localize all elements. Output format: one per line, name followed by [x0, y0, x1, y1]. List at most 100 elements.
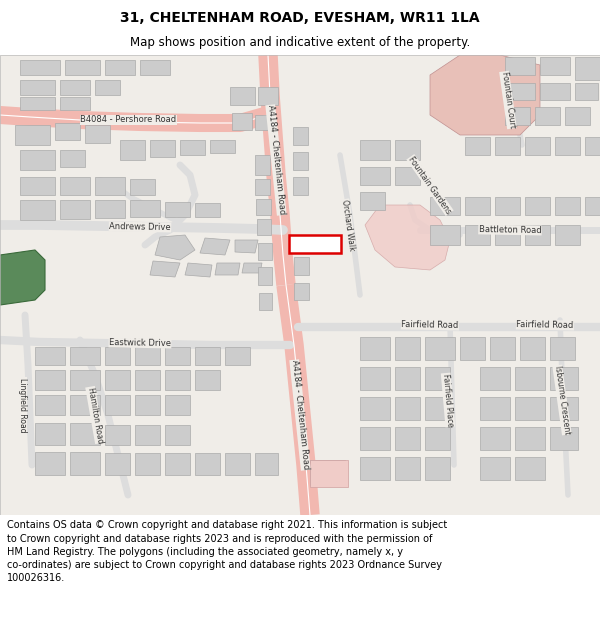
- Polygon shape: [130, 200, 160, 217]
- Polygon shape: [70, 395, 100, 415]
- Polygon shape: [85, 125, 110, 143]
- Polygon shape: [256, 199, 271, 215]
- Polygon shape: [155, 235, 195, 260]
- Polygon shape: [465, 225, 490, 245]
- Polygon shape: [259, 293, 272, 310]
- Text: Battleton Road: Battleton Road: [479, 225, 541, 235]
- Polygon shape: [425, 457, 450, 480]
- Polygon shape: [540, 57, 570, 75]
- Polygon shape: [255, 155, 270, 175]
- Polygon shape: [165, 395, 190, 415]
- Text: Isbourne Crescent: Isbourne Crescent: [553, 365, 571, 435]
- Text: Fairfield Place: Fairfield Place: [441, 373, 455, 427]
- Text: Eastwick Drive: Eastwick Drive: [109, 338, 171, 348]
- Polygon shape: [60, 177, 90, 195]
- Polygon shape: [130, 179, 155, 195]
- Polygon shape: [135, 395, 160, 415]
- Polygon shape: [425, 427, 450, 450]
- Text: Contains OS data © Crown copyright and database right 2021. This information is : Contains OS data © Crown copyright and d…: [7, 521, 448, 583]
- Polygon shape: [525, 137, 550, 155]
- Polygon shape: [395, 427, 420, 450]
- Polygon shape: [515, 397, 545, 420]
- Polygon shape: [520, 337, 545, 360]
- Polygon shape: [555, 197, 580, 215]
- Polygon shape: [165, 370, 190, 390]
- Polygon shape: [70, 423, 100, 445]
- Polygon shape: [180, 140, 205, 155]
- Polygon shape: [258, 87, 278, 105]
- Bar: [289, 235, 341, 253]
- Polygon shape: [495, 197, 520, 215]
- Polygon shape: [505, 107, 530, 125]
- Polygon shape: [505, 57, 535, 75]
- Polygon shape: [515, 367, 545, 390]
- Polygon shape: [135, 425, 160, 445]
- Polygon shape: [105, 60, 135, 75]
- Polygon shape: [465, 197, 490, 215]
- Polygon shape: [70, 370, 100, 390]
- Polygon shape: [15, 125, 50, 145]
- Polygon shape: [360, 427, 390, 450]
- Polygon shape: [395, 140, 420, 160]
- Text: Fairfield Road: Fairfield Road: [401, 320, 458, 330]
- Polygon shape: [255, 453, 278, 475]
- Polygon shape: [505, 83, 535, 100]
- Polygon shape: [135, 370, 160, 390]
- Polygon shape: [60, 97, 90, 110]
- Polygon shape: [360, 397, 390, 420]
- Polygon shape: [555, 225, 580, 245]
- Polygon shape: [425, 337, 455, 360]
- Polygon shape: [242, 263, 262, 273]
- Polygon shape: [20, 97, 55, 110]
- Polygon shape: [165, 347, 190, 365]
- Polygon shape: [35, 370, 65, 390]
- Polygon shape: [165, 425, 190, 445]
- Polygon shape: [395, 367, 420, 390]
- Polygon shape: [310, 460, 348, 487]
- Polygon shape: [135, 453, 160, 475]
- Polygon shape: [540, 83, 570, 100]
- Polygon shape: [490, 337, 515, 360]
- Polygon shape: [35, 452, 65, 475]
- Polygon shape: [550, 397, 578, 420]
- Polygon shape: [360, 140, 390, 160]
- Polygon shape: [95, 80, 120, 95]
- Polygon shape: [65, 60, 100, 75]
- Text: Fountain Court: Fountain Court: [500, 71, 517, 129]
- Polygon shape: [258, 267, 272, 285]
- Polygon shape: [430, 55, 540, 135]
- Polygon shape: [225, 453, 250, 475]
- Polygon shape: [310, 460, 345, 485]
- Polygon shape: [20, 150, 55, 170]
- Polygon shape: [60, 80, 90, 95]
- Polygon shape: [70, 452, 100, 475]
- Polygon shape: [495, 225, 520, 245]
- Polygon shape: [430, 225, 460, 245]
- Polygon shape: [550, 367, 578, 390]
- Polygon shape: [20, 80, 55, 95]
- Polygon shape: [35, 347, 65, 365]
- Polygon shape: [365, 205, 450, 270]
- Polygon shape: [360, 337, 390, 360]
- Polygon shape: [480, 397, 510, 420]
- Polygon shape: [195, 203, 220, 217]
- Polygon shape: [293, 177, 308, 195]
- Polygon shape: [294, 283, 309, 300]
- Polygon shape: [395, 457, 420, 480]
- Polygon shape: [425, 397, 450, 420]
- Polygon shape: [555, 137, 580, 155]
- Polygon shape: [425, 367, 450, 390]
- Polygon shape: [105, 395, 130, 415]
- Polygon shape: [20, 177, 55, 195]
- Polygon shape: [165, 202, 190, 217]
- Polygon shape: [395, 397, 420, 420]
- Polygon shape: [55, 123, 80, 140]
- Text: Map shows position and indicative extent of the property.: Map shows position and indicative extent…: [130, 36, 470, 49]
- Polygon shape: [195, 347, 220, 365]
- Polygon shape: [105, 370, 130, 390]
- Polygon shape: [525, 197, 550, 215]
- Polygon shape: [575, 83, 598, 100]
- Polygon shape: [35, 423, 65, 445]
- Text: Hamilton Road: Hamilton Road: [86, 386, 104, 444]
- Polygon shape: [360, 457, 390, 480]
